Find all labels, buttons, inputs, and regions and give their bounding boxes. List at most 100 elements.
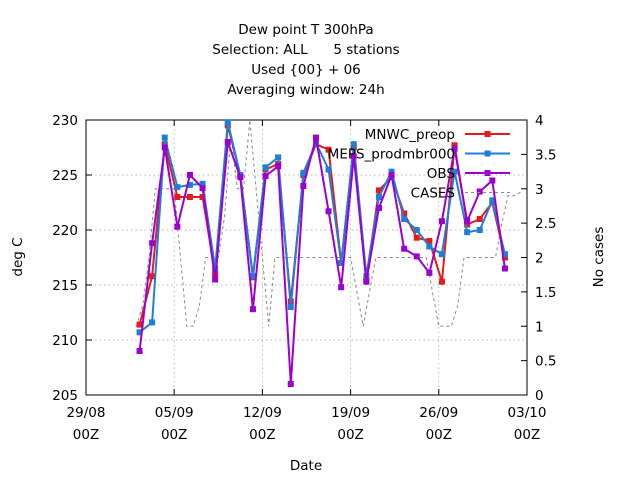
data-point-meps-prodmbr000 (149, 319, 156, 326)
data-point-obs (338, 284, 345, 291)
y2-tick-label: 0 (535, 388, 544, 404)
y2-tick-label: 2 (535, 251, 544, 267)
y-axis-label: deg C (10, 237, 26, 276)
data-point-meps-prodmbr000 (186, 181, 193, 188)
series-line-cases (135, 119, 521, 327)
data-point-obs (363, 278, 370, 285)
y-tick-label: 215 (52, 278, 78, 294)
x-tick-label-time: 00Z (249, 427, 275, 443)
data-point-obs (464, 218, 471, 225)
y2-tick-label: 4 (535, 113, 544, 129)
data-point-meps-prodmbr000 (161, 134, 168, 141)
y2-tick-label: 2.5 (535, 216, 556, 232)
data-point-mnwc-preop (149, 273, 156, 280)
data-point-mnwc-preop (186, 194, 193, 200)
data-point-meps-prodmbr000 (501, 251, 508, 258)
data-point-obs (212, 276, 219, 283)
data-point-obs (136, 348, 143, 354)
data-point-mnwc-preop (413, 234, 420, 241)
y2-tick-label: 1 (535, 319, 544, 335)
data-point-mnwc-preop (136, 321, 143, 328)
data-point-mnwc-preop (174, 194, 181, 200)
data-point-obs (325, 208, 332, 215)
legend-label-mnwc-preop: MNWC_preop (365, 127, 455, 143)
data-point-meps-prodmbr000 (375, 194, 382, 200)
data-point-meps-prodmbr000 (426, 243, 433, 250)
data-point-obs (186, 172, 193, 178)
x-tick-label: 29/08 (67, 405, 106, 421)
data-point-obs (149, 240, 156, 247)
data-point-mnwc-preop (375, 187, 382, 194)
data-point-obs (174, 223, 181, 230)
data-point-obs (275, 163, 282, 170)
data-point-obs (438, 218, 445, 225)
data-point-obs (401, 245, 408, 252)
legend-label-cases: CASES (411, 186, 455, 202)
x-tick-label-time: 00Z (514, 427, 540, 443)
data-point-meps-prodmbr000 (350, 141, 357, 148)
y2-tick-label: 0.5 (535, 354, 556, 370)
data-point-meps-prodmbr000 (438, 251, 445, 258)
data-point-mnwc-preop (476, 216, 483, 222)
data-point-mnwc-preop (451, 142, 458, 149)
legend-marker-obs (484, 170, 491, 176)
data-point-obs (262, 173, 269, 180)
data-point-mnwc-preop (501, 254, 508, 261)
legend-label-obs: OBS (427, 166, 455, 182)
data-point-obs (199, 185, 206, 192)
data-point-meps-prodmbr000 (287, 304, 294, 310)
data-point-meps-prodmbr000 (489, 197, 496, 204)
title-line-1: Dew point T 300hPa (238, 22, 373, 38)
y-tick-label: 210 (52, 333, 78, 349)
data-point-meps-prodmbr000 (224, 119, 231, 126)
y2-tick-label: 3 (535, 182, 544, 198)
x-tick-label-time: 00Z (161, 427, 187, 443)
data-point-meps-prodmbr000 (300, 169, 307, 176)
data-point-obs (375, 205, 382, 211)
data-point-mnwc-preop (464, 221, 471, 228)
data-point-meps-prodmbr000 (212, 265, 219, 272)
data-point-mnwc-preop (438, 278, 445, 285)
data-point-meps-prodmbr000 (413, 227, 420, 233)
data-point-obs (501, 265, 508, 272)
data-point-mnwc-preop (426, 238, 433, 244)
y-tick-label: 205 (52, 388, 78, 404)
legend-label-meps-prodmbr000: MEPS_prodmbr000 (328, 147, 455, 163)
x-tick-label-time: 00Z (337, 427, 363, 443)
data-point-meps-prodmbr000 (199, 180, 206, 187)
title-line-2: Selection: ALL 5 stations (212, 42, 399, 58)
data-point-meps-prodmbr000 (401, 216, 408, 222)
x-tick-label: 03/10 (508, 405, 547, 421)
x-tick-label: 05/09 (155, 405, 194, 421)
data-point-mnwc-preop (199, 194, 206, 200)
x-axis-label: Date (290, 458, 322, 474)
data-point-obs (489, 177, 496, 184)
data-point-obs (350, 153, 357, 160)
data-point-obs (451, 145, 458, 152)
x-tick-label: 12/09 (243, 405, 282, 421)
y-tick-label: 220 (52, 223, 78, 239)
data-point-meps-prodmbr000 (262, 164, 269, 171)
title-line-3: Used {00} + 06 (251, 62, 361, 78)
title-line-4: Averaging window: 24h (227, 82, 384, 98)
y2-tick-label: 3.5 (535, 147, 556, 163)
legend-marker-mnwc-preop (484, 131, 491, 137)
data-point-meps-prodmbr000 (451, 168, 458, 175)
data-point-meps-prodmbr000 (249, 273, 256, 280)
data-point-obs (249, 306, 256, 313)
x-tick-label-time: 00Z (73, 427, 99, 443)
x-tick-label: 19/09 (331, 405, 370, 421)
data-point-obs (413, 253, 420, 260)
data-point-obs (161, 144, 168, 151)
data-point-obs (224, 139, 231, 145)
data-point-meps-prodmbr000 (275, 154, 282, 161)
chart-title: Dew point T 300hPa Selection: ALL 5 stat… (212, 22, 399, 98)
data-point-obs (300, 183, 307, 189)
y-tick-label: 230 (52, 113, 78, 129)
x-tick-label: 26/09 (419, 405, 458, 421)
data-point-meps-prodmbr000 (388, 168, 395, 175)
axes: 205 210 215 220 225 230 0 0.5 1 1.5 2 2.5 3 3.5 4 29/08… (52, 113, 556, 443)
y-tick-label: 225 (52, 168, 78, 184)
data-point-meps-prodmbr000 (464, 229, 471, 236)
